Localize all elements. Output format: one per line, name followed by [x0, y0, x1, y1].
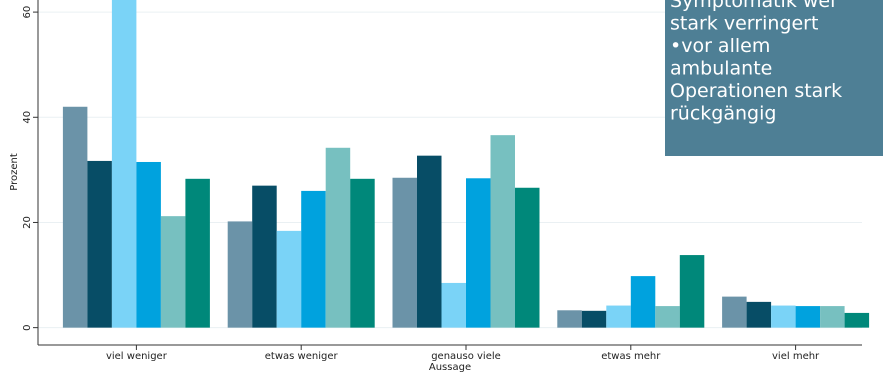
- bar: [301, 190, 326, 328]
- bar: [350, 178, 375, 328]
- bar: [679, 255, 705, 328]
- bar: [557, 310, 582, 328]
- y-tick-label: 0: [22, 324, 33, 330]
- bar: [746, 301, 772, 328]
- bar: [606, 305, 631, 328]
- bar: [87, 160, 112, 328]
- annotation-line: Operationen stark: [670, 80, 842, 102]
- annotation-line: Symptomatik wei: [670, 0, 835, 12]
- bar: [581, 310, 607, 328]
- bar: [795, 306, 821, 328]
- y-axis-title: Prozent: [9, 153, 20, 191]
- x-tick-label: viel weniger: [106, 351, 168, 362]
- bar: [515, 187, 540, 328]
- bar: [417, 155, 442, 328]
- y-tick-label: 20: [22, 216, 33, 229]
- bar: [160, 216, 186, 328]
- bar: [136, 161, 161, 328]
- x-tick-label: etwas weniger: [265, 351, 339, 362]
- bar: [62, 106, 88, 328]
- bar: [392, 177, 417, 328]
- bar: [655, 306, 680, 328]
- x-tick-label: genauso viele: [431, 351, 501, 362]
- bar: [466, 178, 491, 328]
- x-axis-title: Aussage: [429, 362, 471, 373]
- bars: [62, 0, 870, 328]
- bar: [185, 178, 210, 328]
- bar: [630, 276, 656, 328]
- bar: [490, 135, 515, 328]
- bar: [771, 305, 796, 328]
- x-tick-label: viel mehr: [772, 351, 820, 362]
- bar: [820, 306, 845, 328]
- annotation-line: stark verringert: [670, 13, 818, 35]
- bar: [844, 312, 870, 328]
- bar: [722, 296, 747, 328]
- annotation-line: ambulante: [670, 58, 772, 80]
- axes: 0 20 40 60 viel weniger etwas weniger genauso …: [22, 0, 862, 362]
- bar: [252, 185, 277, 328]
- bar: [276, 230, 302, 328]
- bar: [111, 0, 137, 328]
- bar: [325, 147, 351, 328]
- y-tick-label: 40: [22, 111, 33, 124]
- annotation-box: [665, 0, 883, 156]
- annotation-line: rückgängig: [670, 103, 776, 125]
- annotation-line: •vor allem: [670, 35, 770, 57]
- x-tick-label: etwas mehr: [601, 351, 661, 362]
- bar: [441, 282, 466, 328]
- bar: [227, 221, 253, 328]
- y-tick-label: 60: [22, 6, 33, 19]
